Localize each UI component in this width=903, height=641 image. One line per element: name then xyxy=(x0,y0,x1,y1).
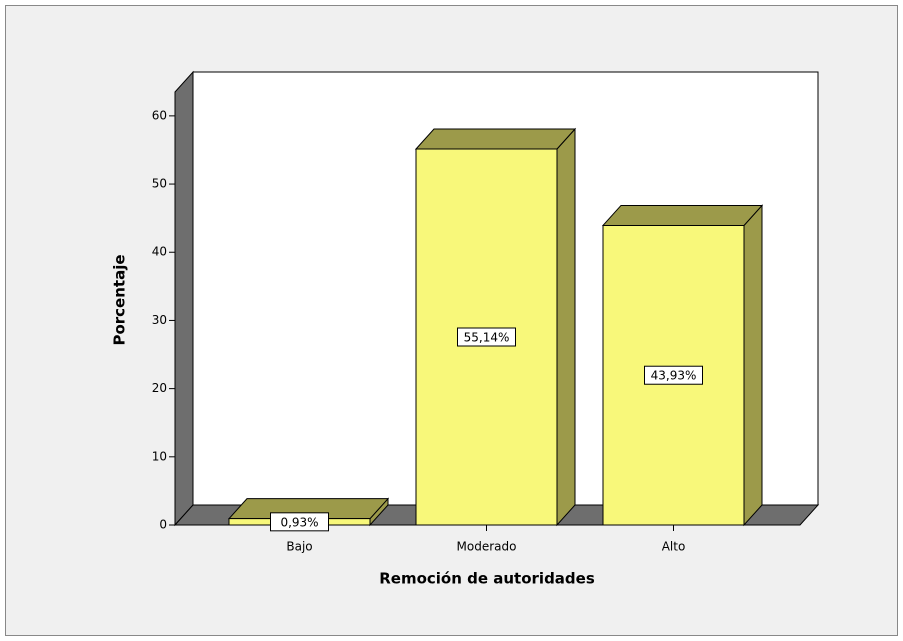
value-label-box xyxy=(644,365,703,385)
x-tick-label: Bajo xyxy=(286,540,312,554)
bar xyxy=(414,127,577,527)
bar xyxy=(601,204,764,527)
y-tick-label: 20 xyxy=(152,381,167,395)
y-tick-label: 40 xyxy=(152,245,167,259)
bar-side xyxy=(556,127,576,527)
y-tick-label: 60 xyxy=(152,108,167,122)
y-tick-label: 10 xyxy=(152,449,167,463)
value-label: 55,14% xyxy=(464,331,510,345)
left-wall xyxy=(174,70,194,527)
bar-top xyxy=(414,128,577,150)
y-tick-label: 0 xyxy=(159,518,167,532)
x-axis-title: Remoción de autoridades xyxy=(379,570,595,588)
x-tick-label: Alto xyxy=(662,540,686,554)
y-tick-label: 30 xyxy=(152,313,167,327)
value-label-box xyxy=(457,327,516,347)
y-tick-label: 50 xyxy=(152,177,167,191)
value-label: 43,93% xyxy=(651,369,697,383)
y-axis-title: Porcentaje xyxy=(111,254,129,345)
bar-side xyxy=(743,204,763,527)
value-label: 0,93% xyxy=(280,515,318,529)
bar-top xyxy=(601,204,764,226)
x-tick-label: Moderado xyxy=(457,540,517,554)
value-label-box xyxy=(270,512,329,532)
